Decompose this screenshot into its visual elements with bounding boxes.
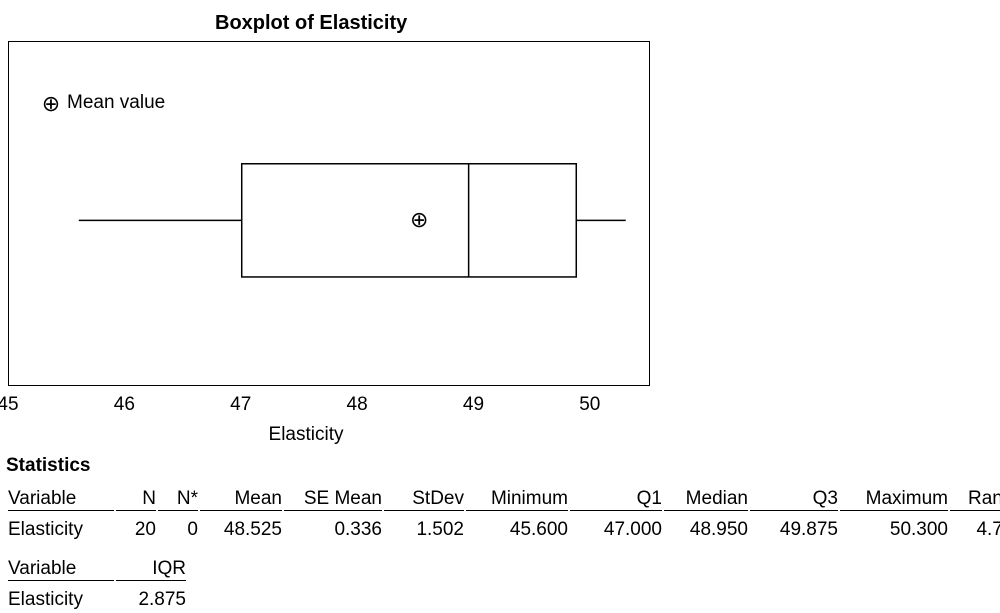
table-cell: 45.600	[466, 513, 568, 541]
table-header-cell: StDev	[384, 488, 464, 511]
table-cell: 50.300	[840, 513, 948, 541]
table-header-cell: IQR	[116, 558, 186, 581]
table-header-cell: Q3	[750, 488, 838, 511]
chart-title: Boxplot of Elasticity	[215, 12, 407, 35]
table-header-cell: Maximum	[840, 488, 948, 511]
x-tick-label: 50	[579, 394, 600, 416]
table-cell: Elasticity	[8, 583, 114, 611]
table-cell: 48.525	[200, 513, 282, 541]
table-header-cell: SE Mean	[284, 488, 382, 511]
x-tick-label: 49	[463, 394, 484, 416]
table-row: Elasticity20048.5250.3361.50245.60047.00…	[8, 513, 1000, 541]
page: Boxplot of Elasticity ⊕ Mean value ⊕ 45 4…	[0, 0, 1000, 612]
table-row: Elasticity2.875	[8, 583, 186, 611]
x-tick-label: 46	[114, 394, 135, 416]
table-cell: 4.700	[950, 513, 1000, 541]
table-header-cell: Variable	[8, 488, 114, 511]
x-tick-label: 47	[230, 394, 251, 416]
table-header-cell: Mean	[200, 488, 282, 511]
table-cell: 0	[158, 513, 198, 541]
plot-frame: ⊕ Mean value ⊕	[8, 41, 650, 386]
table-cell: 49.875	[750, 513, 838, 541]
statistics-table-1: VariableNN*MeanSE MeanStDevMinimumQ1Medi…	[6, 486, 1000, 543]
mean-marker-icon: ⊕	[410, 209, 428, 231]
table-header-cell: N*	[158, 488, 198, 511]
table-header-cell: N	[116, 488, 156, 511]
table-cell: 0.336	[284, 513, 382, 541]
table-header-cell: Minimum	[466, 488, 568, 511]
table-cell: 48.950	[664, 513, 748, 541]
x-tick-label: 45	[0, 394, 19, 416]
table-header-row: VariableNN*MeanSE MeanStDevMinimumQ1Medi…	[8, 488, 1000, 511]
boxplot-svg	[9, 42, 649, 385]
table-cell: 20	[116, 513, 156, 541]
statistics-heading: Statistics	[6, 455, 90, 477]
table-cell: 1.502	[384, 513, 464, 541]
table-cell: Elasticity	[8, 513, 114, 541]
table-header-cell: Q1	[570, 488, 662, 511]
table-cell: 47.000	[570, 513, 662, 541]
table-header-cell: Variable	[8, 558, 114, 581]
table-header-cell: Range	[950, 488, 1000, 511]
x-axis-label: Elasticity	[269, 424, 344, 446]
table-header-cell: Median	[664, 488, 748, 511]
table-header-row: VariableIQR	[8, 558, 186, 581]
statistics-table-2: VariableIQR Elasticity2.875	[6, 556, 188, 613]
table-cell: 2.875	[116, 583, 186, 611]
x-tick-label: 48	[347, 394, 368, 416]
